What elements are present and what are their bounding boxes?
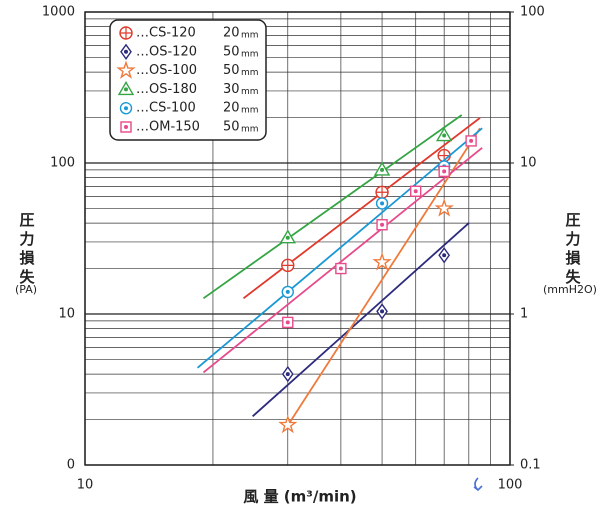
marker (438, 247, 451, 264)
legend-label: …CS-120 (136, 26, 196, 41)
fit-line (202, 147, 483, 374)
marker-dot (442, 169, 447, 174)
marker (119, 101, 133, 115)
marker-dot (285, 289, 290, 294)
x-axis-label: 風 量 (m³/min) (243, 488, 356, 506)
legend-unit: mm (241, 31, 259, 41)
legend-label: …CS-100 (136, 101, 196, 116)
legend-size: 50 (223, 44, 240, 59)
marker-dot (380, 167, 385, 172)
y2-tick-label: 0.1 (520, 458, 541, 473)
marker-dot (380, 309, 385, 314)
marker (376, 303, 388, 320)
marker-dot (413, 189, 418, 194)
marker (376, 219, 388, 231)
marker-shape (434, 198, 454, 217)
marker (373, 161, 391, 176)
legend-label: …OS-120 (136, 44, 197, 59)
marker (410, 185, 422, 197)
marker (120, 43, 132, 61)
marker-shape (372, 252, 392, 271)
y-axis-label: 圧力損失 (18, 212, 36, 288)
legend-unit: mm (241, 125, 259, 135)
marker-dot (124, 125, 128, 129)
marker-dot (285, 235, 290, 240)
fit-line (252, 222, 470, 418)
legend-size: 20 (223, 26, 240, 41)
legend-size: 30 (223, 82, 240, 97)
y2-axis-label: 圧力損失 (564, 212, 582, 288)
y2-axis-unit: (mmH2O) (543, 283, 597, 296)
marker (438, 165, 450, 178)
marker-cross (281, 259, 294, 272)
marker (434, 198, 454, 217)
legend-unit: mm (241, 68, 259, 78)
y2-tick-label: 1 (520, 307, 528, 322)
x-tick-label: 100 (498, 478, 523, 493)
marker (375, 197, 389, 210)
y-tick-label: 0 (67, 458, 75, 473)
marker-dot (380, 201, 385, 206)
marker (281, 285, 294, 299)
marker-dot (442, 253, 447, 258)
x-tick-label: 10 (77, 478, 94, 493)
legend-unit: mm (241, 106, 259, 116)
marker-dot (124, 49, 128, 54)
legend-label: …OS-100 (136, 63, 197, 78)
marker (335, 262, 347, 275)
fit-line (202, 114, 463, 300)
legend-size: 50 (223, 120, 240, 135)
legend-box (109, 19, 267, 141)
fit-line (196, 127, 483, 369)
y-tick-label: 100 (50, 156, 75, 171)
y-tick-label: 1000 (42, 5, 75, 20)
marker (278, 414, 298, 434)
marker (372, 252, 392, 271)
marker (375, 185, 389, 199)
marker (117, 81, 135, 96)
fit-line (283, 127, 481, 431)
legend-unit: mm (241, 87, 259, 97)
y2-tick-label: 100 (520, 5, 545, 20)
marker-shape (116, 60, 136, 79)
marker (281, 258, 295, 273)
legend-size: 50 (223, 63, 240, 78)
y2-tick-label: 10 (520, 156, 537, 171)
y-axis-unit: (PA) (15, 283, 37, 296)
marker-cross (376, 186, 389, 199)
marker-dot (469, 138, 474, 143)
legend-label: …OM-150 (136, 120, 200, 135)
marker (279, 229, 296, 244)
legend-unit: mm (241, 49, 259, 59)
marker-dot (124, 106, 128, 111)
marker (116, 60, 136, 79)
legend-size: 20 (223, 101, 240, 116)
marker (435, 127, 453, 142)
marker-cross (120, 27, 132, 39)
marker-dot (442, 133, 447, 138)
marker-dot (285, 320, 290, 325)
handwritten-mark (473, 477, 483, 492)
marker-dot (380, 222, 385, 227)
marker (465, 135, 477, 147)
marker-dot (338, 266, 343, 271)
marker (282, 316, 294, 329)
y-tick-label: 10 (58, 307, 75, 322)
legend-label: …OS-180 (136, 82, 197, 97)
marker (281, 365, 294, 383)
marker-dot (285, 372, 290, 377)
marker (120, 121, 132, 133)
marker-dot (124, 87, 128, 92)
marker-shape (278, 414, 298, 434)
marker (119, 26, 133, 40)
